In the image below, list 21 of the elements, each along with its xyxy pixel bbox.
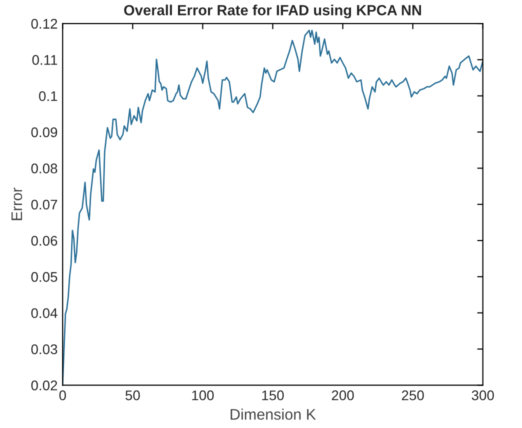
y-tick-label: 0.1 [39,91,58,102]
y-tick-label: 0.05 [31,272,58,282]
x-tick-label: 0 [59,390,66,400]
x-tick-label: 50 [126,390,140,400]
x-axis-title: Dimension K [230,408,316,420]
x-tick-label: 100 [192,390,214,400]
y-tick-label: 0.02 [31,380,58,390]
y-axis-title: Error [12,188,22,220]
x-tick-label: 300 [472,390,494,400]
y-tick-label: 0.03 [31,344,58,354]
x-tick-label: 150 [262,390,284,400]
y-tick-label: 0.07 [31,200,58,210]
x-tick-label: 200 [332,390,354,400]
y-tick-label: 0.11 [32,55,58,65]
y-tick-label: 0.06 [31,236,58,246]
y-tick-label: 0.08 [31,164,58,174]
y-tick-label: 0.09 [31,127,58,138]
x-tick-label: 250 [402,390,424,400]
y-tick-label: 0.12 [31,18,58,29]
y-tick-label: 0.04 [31,308,58,318]
chart-title: Overall Error Rate for IFAD using KPCA NN [124,4,421,18]
